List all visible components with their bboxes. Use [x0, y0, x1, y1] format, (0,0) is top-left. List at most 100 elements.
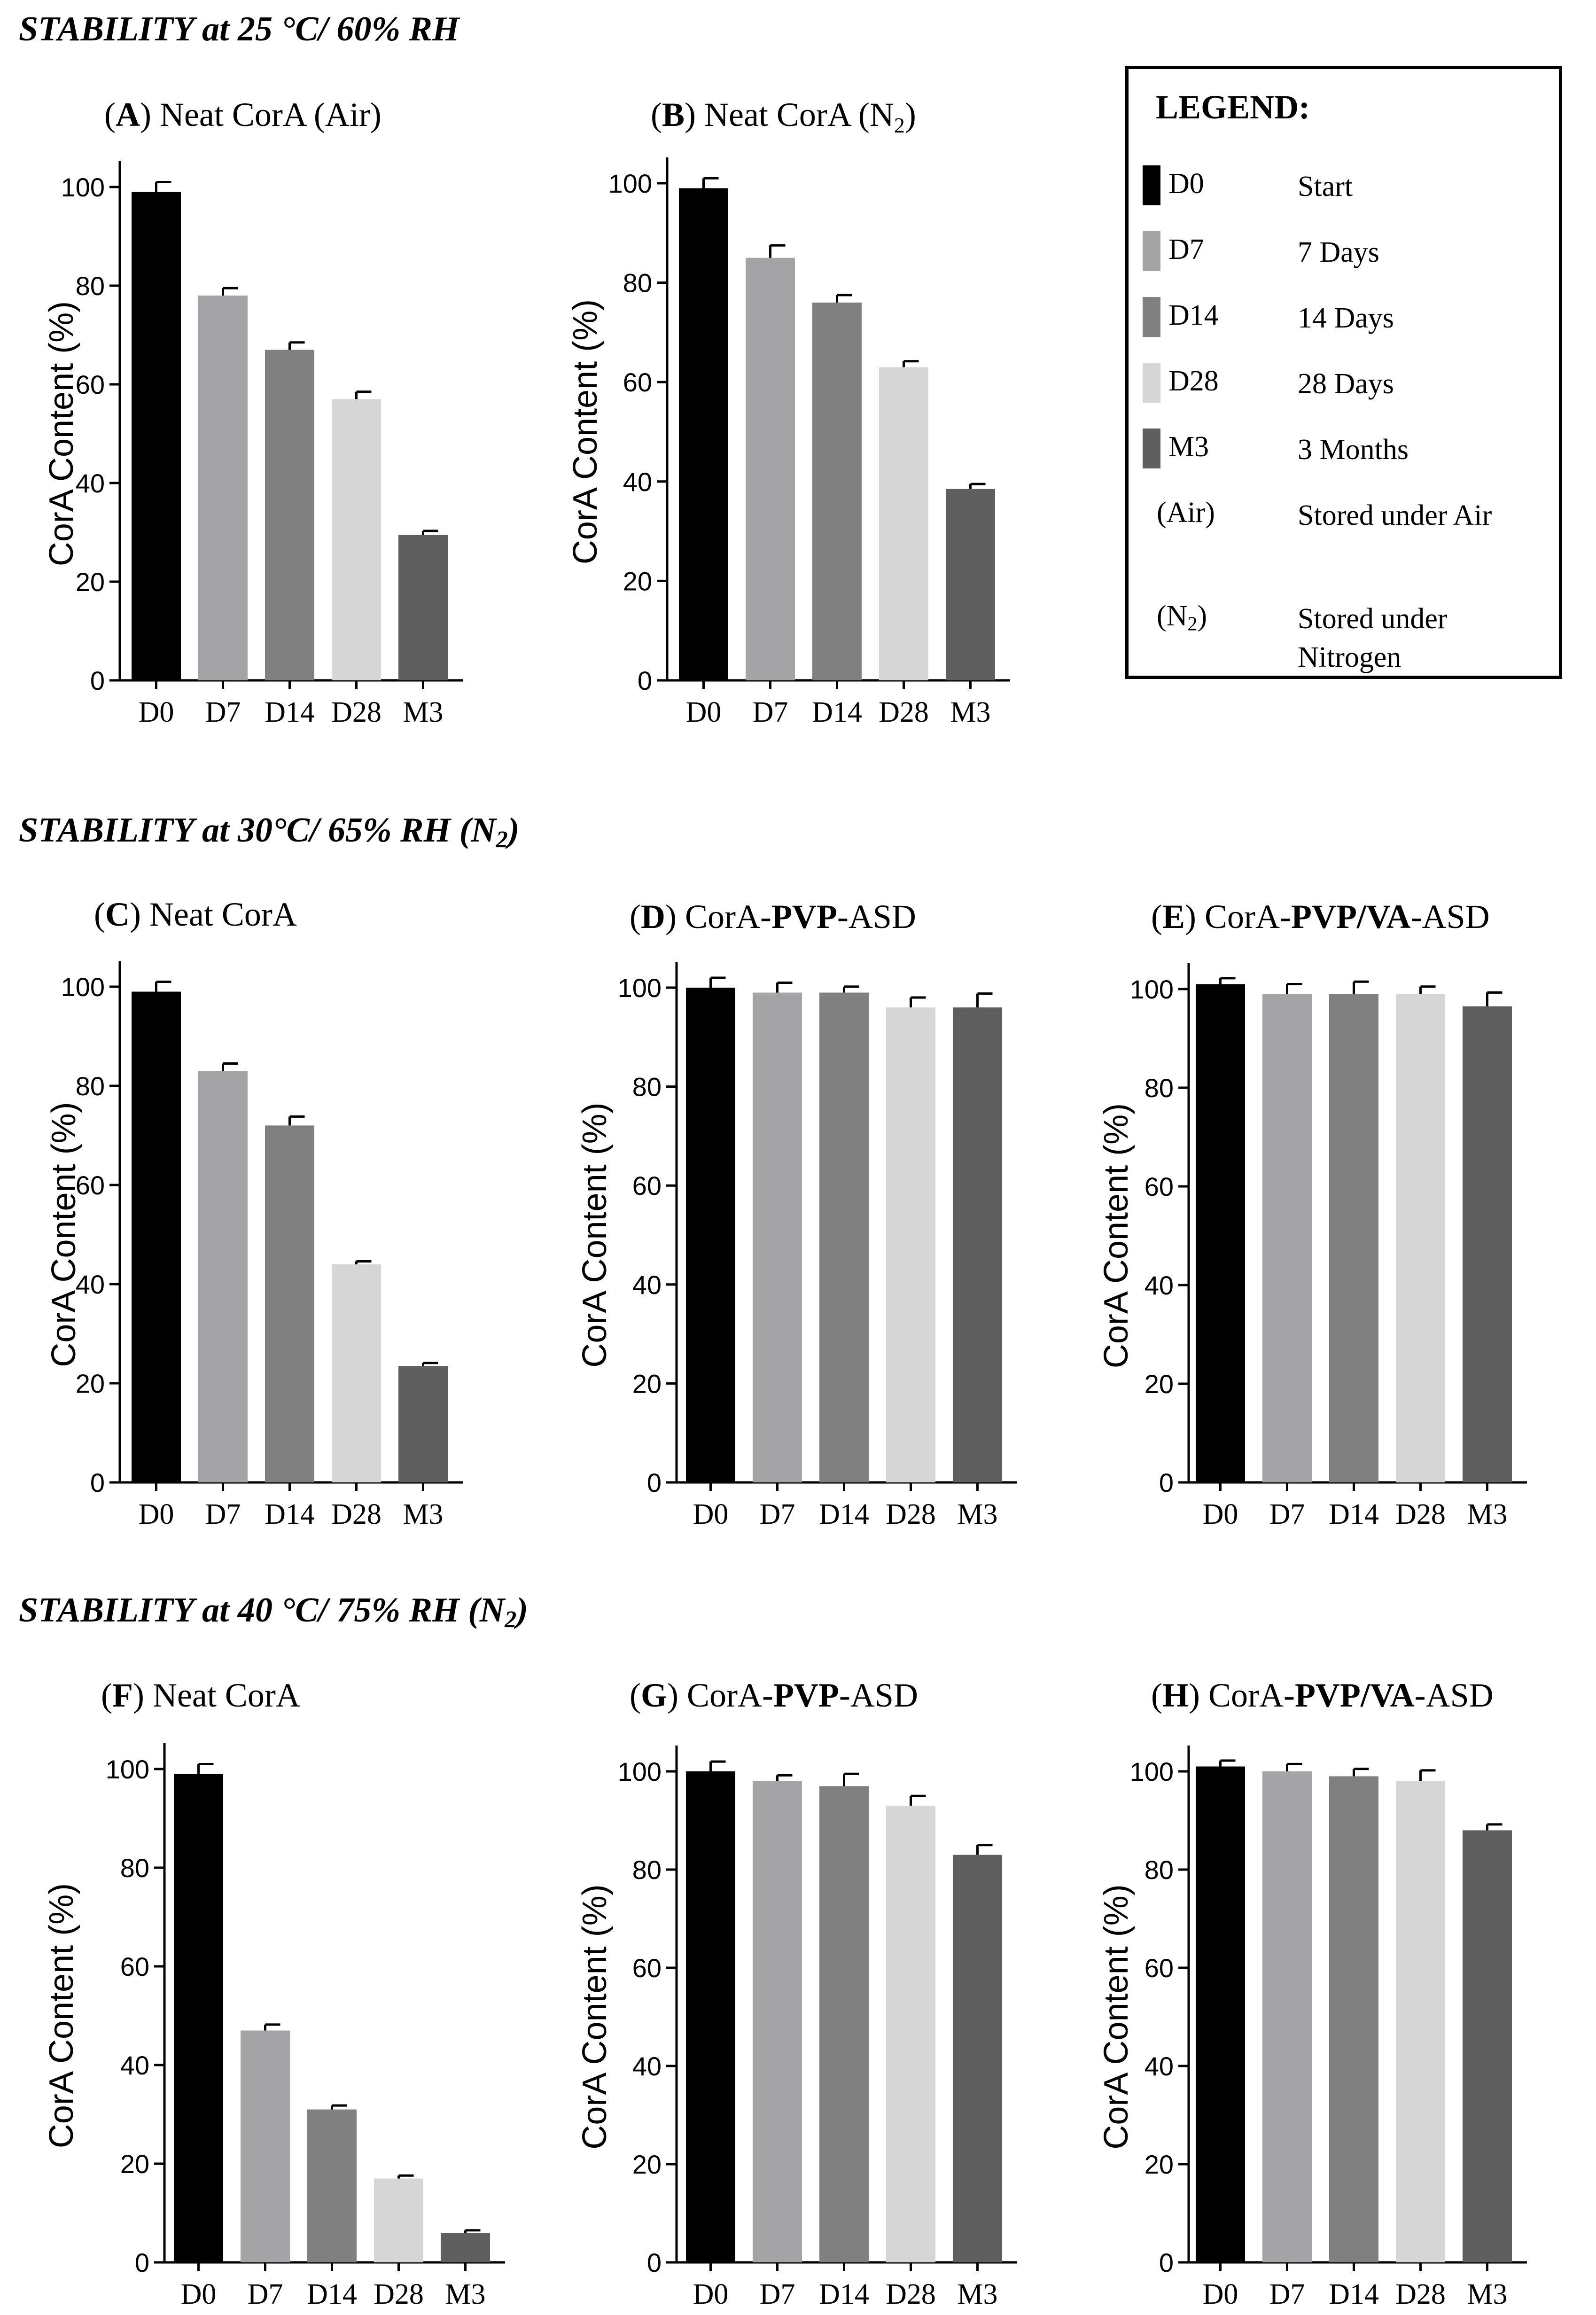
chart-e: (E) CorA-PVP/VA-ASD CorA Content (%) 0 20 40… [1098, 898, 1527, 1530]
y-tick-label-d-80: 80 [632, 1072, 662, 1102]
y-tick-label-e-100: 100 [1130, 974, 1174, 1004]
bar-g-d7 [753, 1781, 802, 2262]
y-tick-label-c-20: 20 [76, 1369, 105, 1398]
bar-f-d7 [241, 2030, 290, 2262]
bar-f-m3 [441, 2233, 490, 2262]
section-title-40c: STABILITY at 40 °C/ 75% RH (N2) [19, 1591, 528, 1633]
chart-c: (C) Neat CorA CorA Content (%) 0 20 40 60 80 10… [45, 896, 463, 1530]
bar-a-d0 [132, 192, 181, 680]
y-tick-label-a-80: 80 [76, 271, 105, 301]
bar-d-d7 [753, 992, 802, 1482]
y-tick-label-d-20: 20 [632, 1369, 662, 1398]
x-tick-label-b-d28: D28 [879, 696, 929, 728]
chart-title-g: (G) CorA-PVP-ASD [630, 1676, 918, 1714]
x-tick-label-e-d0: D0 [1203, 1498, 1238, 1530]
x-tick-label-f-d14: D14 [307, 2278, 357, 2310]
x-tick-label-c-m3: M3 [403, 1498, 443, 1530]
bar-f-d0 [174, 1774, 223, 2262]
y-axis-label-c: CorA Content (%) [45, 1102, 83, 1367]
bar-d-d0 [686, 988, 735, 1482]
bar-f-d14 [307, 2109, 357, 2262]
bar-c-d0 [132, 991, 181, 1482]
y-axis-label-a: CorA Content (%) [43, 301, 80, 566]
legend-swatch-d14 [1143, 297, 1160, 337]
x-tick-label-h-d7: D7 [1269, 2278, 1305, 2310]
chart-title-f: (F) Neat CorA [101, 1676, 300, 1714]
x-tick-label-a-d14: D14 [265, 696, 315, 728]
x-tick-label-g-d7: D7 [760, 2278, 795, 2310]
bar-b-d7 [746, 257, 795, 680]
x-tick-label-b-d0: D0 [686, 696, 722, 728]
legend-swatch-d0 [1143, 165, 1160, 205]
y-axis-label-h: CorA Content (%) [1098, 1884, 1135, 2149]
y-tick-label-a-40: 40 [76, 468, 105, 498]
bar-d-d14 [819, 992, 869, 1482]
x-tick-label-g-m3: M3 [957, 2278, 997, 2310]
bar-b-d14 [812, 302, 862, 680]
y-tick-label-d-100: 100 [618, 973, 662, 1003]
bar-e-m3 [1463, 1006, 1512, 1482]
chart-a: (A) Neat CorA (Air) CorA Content (%) 0 20 40… [43, 96, 463, 728]
section-title-25c: STABILITY at 25 °C/ 60% RH [19, 10, 459, 48]
chart-title-h: (H) CorA-PVP/VA-ASD [1151, 1676, 1494, 1714]
y-tick-label-b-20: 20 [623, 566, 652, 596]
x-tick-label-g-d14: D14 [819, 2278, 869, 2310]
y-tick-label-h-100: 100 [1130, 1757, 1174, 1786]
bar-e-d14 [1329, 994, 1378, 1482]
y-tick-label-g-100: 100 [618, 1757, 662, 1786]
chart-b: (B) Neat CorA (N2) CorA Content (%) 0 20 40 6… [567, 96, 1010, 728]
y-axis-label-g: CorA Content (%) [576, 1884, 614, 2149]
bar-e-d0 [1196, 984, 1245, 1482]
y-tick-label-b-60: 60 [623, 367, 652, 397]
y-tick-label-f-40: 40 [120, 2050, 149, 2080]
y-tick-label-h-40: 40 [1144, 2051, 1174, 2081]
bar-h-d7 [1262, 1771, 1312, 2262]
y-tick-label-e-80: 80 [1144, 1073, 1174, 1103]
y-tick-label-c-40: 40 [76, 1270, 105, 1299]
y-tick-label-b-80: 80 [623, 268, 652, 298]
y-tick-label-f-20: 20 [120, 2149, 149, 2179]
bar-e-d28 [1396, 994, 1445, 1482]
bar-g-m3 [953, 1855, 1002, 2262]
y-tick-label-e-60: 60 [1144, 1172, 1174, 1201]
y-tick-label-d-60: 60 [632, 1171, 662, 1200]
chart-h: (H) CorA-PVP/VA-ASD CorA Content (%) 0 20 40… [1098, 1676, 1527, 2310]
y-tick-label-a-20: 20 [76, 567, 105, 597]
x-tick-label-d-d0: D0 [693, 1498, 729, 1530]
chart-f: (F) Neat CorA CorA Content (%) 0 20 40 60 80 10… [43, 1676, 505, 2310]
x-tick-label-g-d0: D0 [693, 2278, 729, 2310]
legend-swatch-d7 [1143, 231, 1160, 271]
x-tick-label-b-d14: D14 [812, 696, 862, 728]
bar-h-d0 [1196, 1766, 1245, 2262]
legend-item-d14: D14 14 Days [1143, 297, 1556, 363]
x-tick-label-h-d14: D14 [1329, 2278, 1379, 2310]
x-tick-label-f-d0: D0 [181, 2278, 217, 2310]
y-axis-label-f: CorA Content (%) [43, 1883, 80, 2148]
y-tick-label-a-60: 60 [76, 370, 105, 399]
x-tick-label-c-d7: D7 [205, 1498, 241, 1530]
x-tick-label-b-m3: M3 [950, 696, 990, 728]
x-tick-label-e-d7: D7 [1269, 1498, 1305, 1530]
x-tick-label-a-d28: D28 [331, 696, 381, 728]
x-tick-label-d-m3: M3 [957, 1498, 997, 1530]
bar-g-d14 [819, 1786, 869, 2262]
x-tick-label-d-d28: D28 [886, 1498, 936, 1530]
bar-d-d28 [886, 1007, 935, 1482]
x-tick-label-c-d28: D28 [331, 1498, 381, 1530]
bar-a-d7 [198, 296, 248, 680]
x-tick-label-c-d0: D0 [139, 1498, 174, 1530]
legend-swatch-m3 [1143, 429, 1160, 468]
chart-title-e: (E) CorA-PVP/VA-ASD [1151, 898, 1490, 935]
bar-c-d14 [265, 1125, 314, 1482]
x-tick-label-d-d7: D7 [760, 1498, 795, 1530]
bar-e-d7 [1262, 994, 1312, 1482]
legend-box: LEGEND: D0 Start D7 7 Days D14 14 Days D… [1125, 66, 1562, 679]
legend-note-n2: (N2) Stored under Nitrogen [1157, 600, 1448, 673]
y-tick-label-g-60: 60 [632, 1953, 662, 1983]
legend-note-air: (Air) Stored under Air [1157, 497, 1492, 531]
y-tick-label-c-60: 60 [76, 1170, 105, 1200]
x-tick-label-f-m3: M3 [445, 2278, 485, 2310]
chart-title-a: (A) Neat CorA (Air) [104, 96, 381, 133]
bar-f-d28 [374, 2178, 423, 2262]
